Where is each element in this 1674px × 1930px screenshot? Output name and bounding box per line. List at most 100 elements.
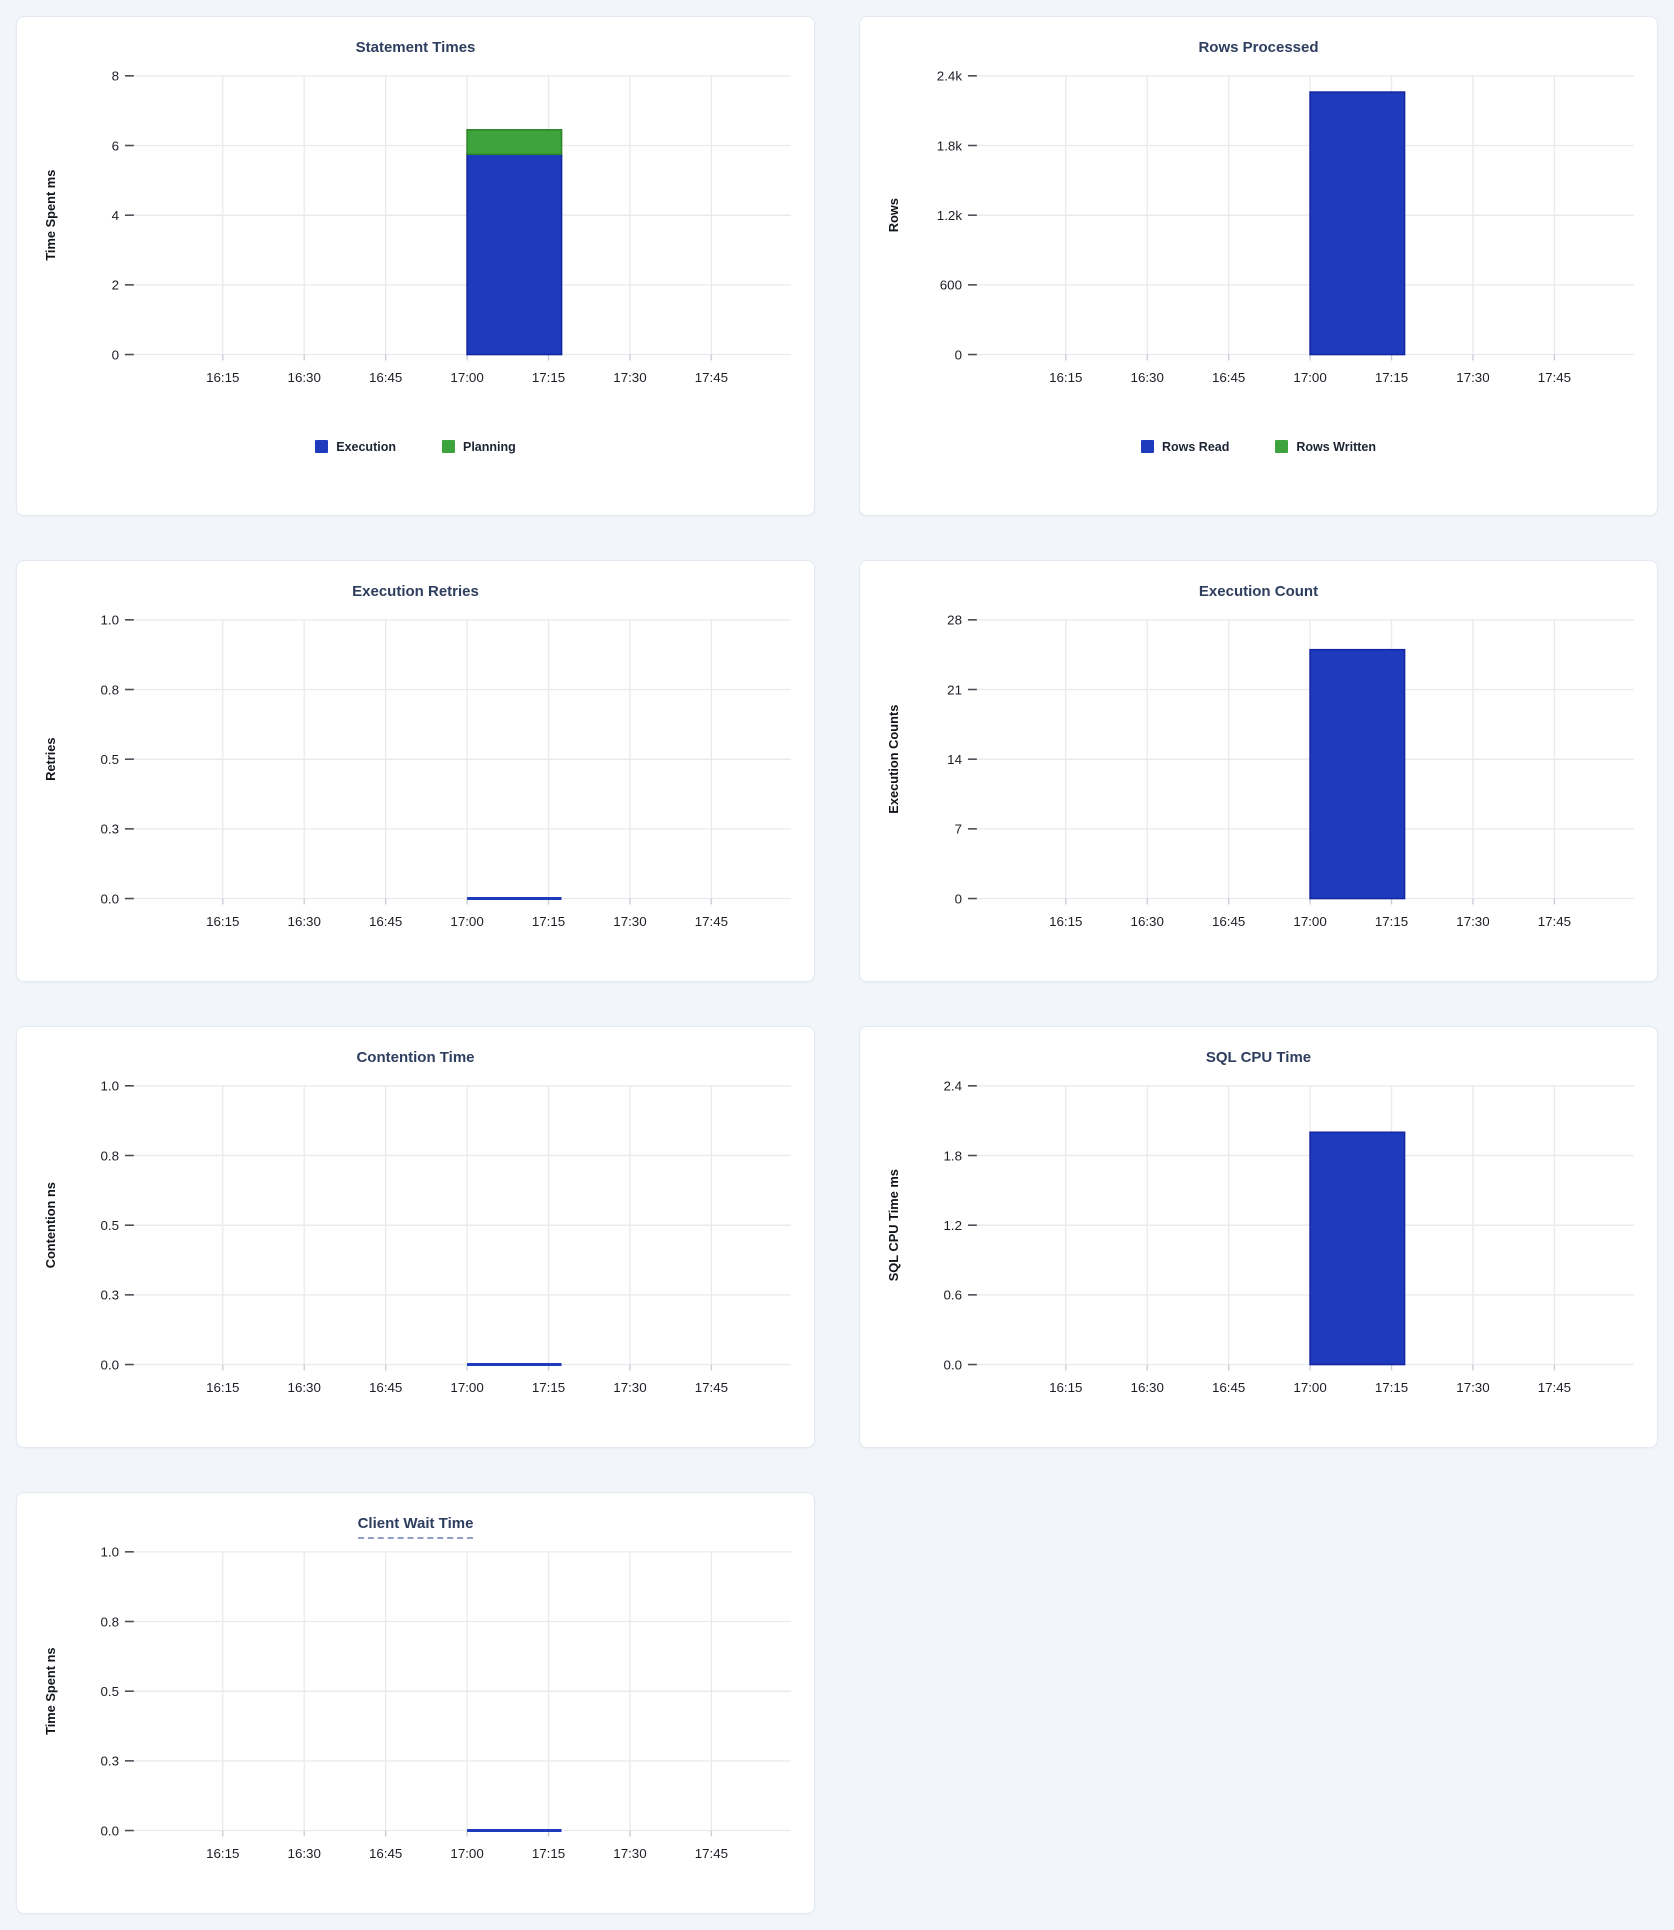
x-tick-label: 17:00 [450,914,483,929]
y-tick-label: 0.3 [100,1754,119,1769]
chart-canvas-statement-times[interactable]: 8 6 4 2 0 16:15 16:30 16:45 17:00 17:15 17:30 17:45… [35,62,796,410]
x-tick-label: 16:15 [206,370,239,385]
chart-statement-times[interactable]: 8 6 4 2 0 16:15 16:30 16:45 17:00 17:15 17:30 17:45… [35,62,796,410]
x-tick-label: 16:30 [1131,370,1164,385]
chart-title-text: SQL CPU Time [1205,1049,1312,1066]
chart-rows-processed[interactable]: 2.4k 1.8k 1.2k 600 0 16:15 16:30 16:45 17:00 17:1… [878,62,1639,410]
legend-label: Planning [462,439,516,454]
chart-client-wait-time[interactable]: 1.0 0.8 0.5 0.3 0.0 16:15 16:30 16:45 17:00 17:15… [35,1538,796,1886]
x-tick-label: 17:45 [695,914,728,929]
y-tick-label: 2.4k [937,69,963,84]
card-contention-time: Contention Time 1.0 0.8 0.5 0.3 0.0 16:15 16:3… [16,1026,815,1448]
legend-swatch-green [441,440,455,454]
chart-title-rows-processed: Rows Processed [878,39,1639,56]
chart-title-contention-time: Contention Time [35,1049,796,1066]
x-tick-label: 17:30 [613,370,646,385]
bar-rows-read[interactable] [1309,91,1406,356]
chart-canvas-execution-count[interactable]: 28 21 14 7 0 16:15 16:30 16:45 17:00 17:15 17:30 17… [878,606,1639,954]
y-tick-label: 0.0 [100,891,119,906]
y-tick-label: 0.8 [100,1148,119,1163]
y-tick-label: 1.0 [100,1079,119,1094]
y-axis-label: Retries [43,737,58,781]
chart-title-text: Statement Times [355,39,476,56]
chart-title-text-with-tooltip[interactable]: Client Wait Time [357,1515,474,1539]
y-tick-label: 1.8k [937,138,963,153]
legend-item-rows-read: Rows Read [1140,440,1229,454]
x-tick-label: 17:15 [1375,370,1408,385]
x-tick-label: 16:45 [369,914,402,929]
chart-canvas-execution-retries[interactable]: 1.0 0.8 0.5 0.3 0.0 16:15 16:30 16:45 17:00 17:15… [35,606,796,954]
x-tick-label: 17:30 [1456,370,1489,385]
x-tick-label: 17:45 [1538,914,1571,929]
chart-canvas-client-wait-time[interactable]: 1.0 0.8 0.5 0.3 0.0 16:15 16:30 16:45 17:00 17:15… [35,1538,796,1886]
gridlines [967,619,1635,905]
x-tick-label: 16:30 [1131,914,1164,929]
chart-title-client-wait-time: Client Wait Time [35,1515,796,1539]
y-tick-label: 0.3 [100,1288,119,1303]
chart-canvas-rows-processed[interactable]: 2.4k 1.8k 1.2k 600 0 16:15 16:30 16:45 17:00 17:1… [878,62,1639,410]
chart-contention-time[interactable]: 1.0 0.8 0.5 0.3 0.0 16:15 16:30 16:45 17:00 17:15… [35,1072,796,1420]
legend-label: Execution [336,439,396,454]
legend-swatch-blue [315,440,329,454]
y-axis-label: Execution Counts [886,705,901,814]
legend-item-rows-written: Rows Written [1275,440,1376,454]
chart-title-statement-times: Statement Times [35,39,796,56]
x-tick-label: 17:00 [1293,1380,1326,1395]
y-tick-label: 0.5 [100,752,119,767]
x-tick-label: 16:45 [369,1846,402,1861]
y-tick-label: 21 [947,682,962,697]
x-tick-label: 17:30 [613,1380,646,1395]
chart-sql-cpu-time[interactable]: 2.4 1.8 1.2 0.6 0.0 16:15 16:30 16:45 17:00 17:15… [878,1072,1639,1420]
y-tick-label: 0.6 [943,1288,962,1303]
y-tick-label: 28 [947,613,962,628]
bar-execution-count[interactable] [1309,648,1406,900]
y-tick-label: 14 [947,752,962,767]
bar-execution[interactable] [466,153,563,356]
y-tick-label: 1.8 [943,1148,962,1163]
y-tick-label: 0 [955,347,962,362]
x-tick-label: 16:45 [369,370,402,385]
chart-execution-count[interactable]: 28 21 14 7 0 16:15 16:30 16:45 17:00 17:15 17:30 17… [878,606,1639,954]
y-tick-label: 600 [940,278,962,293]
y-tick-label: 6 [112,138,119,153]
chart-title-text: Execution Retries [352,583,479,600]
card-execution-retries: Execution Retries 1.0 0.8 0.5 0.3 0.0 16:15 16… [16,560,815,982]
gridlines [124,1551,792,1837]
y-tick-label: 0.8 [100,1614,119,1629]
x-tick-label: 17:15 [532,914,565,929]
x-tick-label: 17:00 [1293,914,1326,929]
chart-title-execution-count: Execution Count [878,583,1639,600]
x-tick-label: 17:15 [532,370,565,385]
x-tick-label: 16:45 [1212,1380,1245,1395]
y-tick-label: 7 [955,822,962,837]
x-tick-label: 17:45 [1538,370,1571,385]
x-tick-label: 17:30 [613,1846,646,1861]
y-axis-label: Time Spent ns [43,1647,58,1734]
y-tick-label: 0.5 [100,1684,119,1699]
x-tick-label: 17:15 [1375,914,1408,929]
y-tick-label: 0.0 [943,1357,962,1372]
x-tick-label: 17:00 [1293,370,1326,385]
chart-canvas-sql-cpu-time[interactable]: 2.4 1.8 1.2 0.6 0.0 16:15 16:30 16:45 17:00 17:15… [878,1072,1639,1420]
x-tick-label: 17:00 [450,1846,483,1861]
x-tick-label: 17:30 [1456,1380,1489,1395]
x-tick-label: 17:15 [532,1846,565,1861]
chart-canvas-contention-time[interactable]: 1.0 0.8 0.5 0.3 0.0 16:15 16:30 16:45 17:00 17:15… [35,1072,796,1420]
bar-sql-cpu-time[interactable] [1309,1131,1406,1366]
x-tick-label: 17:45 [695,1380,728,1395]
y-tick-label: 0.0 [100,1823,119,1838]
x-tick-label: 17:30 [613,914,646,929]
card-statement-times: Statement Times 8 6 4 2 0 16:15 16:30 16:45 17:0… [16,16,815,516]
legend-statement-times: Execution Planning [35,440,796,454]
x-tick-label: 17:00 [450,1380,483,1395]
bar-planning[interactable] [466,129,563,156]
y-tick-label: 0.3 [100,822,119,837]
x-tick-label: 17:15 [1375,1380,1408,1395]
x-tick-label: 17:45 [695,1846,728,1861]
gridlines [967,1085,1635,1371]
y-tick-label: 2 [112,278,119,293]
card-rows-processed: Rows Processed 2.4k 1.8k 1.2k 600 0 16:15 16:3… [859,16,1658,516]
chart-execution-retries[interactable]: 1.0 0.8 0.5 0.3 0.0 16:15 16:30 16:45 17:00 17:15… [35,606,796,954]
chart-title-text: Contention Time [356,1049,475,1066]
